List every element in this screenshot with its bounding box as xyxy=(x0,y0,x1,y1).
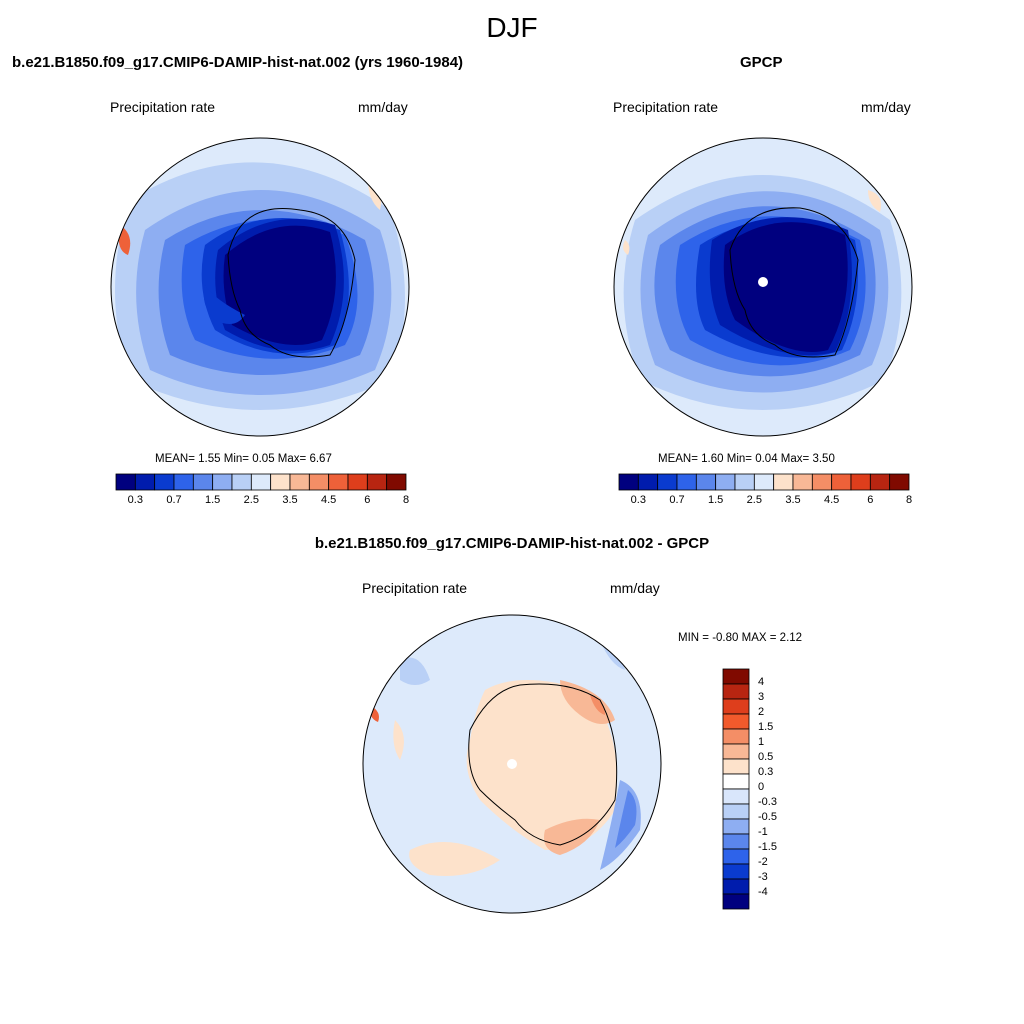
diff-colorbar-tick-label: 0 xyxy=(758,781,765,793)
diff-colorbar-tick-label: -3 xyxy=(758,871,768,883)
left-mean-value: 1.55 xyxy=(198,453,221,465)
left-colorbar-ticks: 0.3 0.7 1.5 2.5 3.5 4.5 6 8 xyxy=(115,494,409,508)
diff-colorbar-tick-label: -0.3 xyxy=(758,796,777,808)
left-max-value: 6.67 xyxy=(309,453,332,465)
right-panel-title: GPCP xyxy=(740,54,783,71)
diff-min-value: -0.80 xyxy=(712,632,739,644)
diff-colorbar-swatch xyxy=(722,683,750,700)
left-colorbar-swatch xyxy=(386,473,407,491)
left-colorbar-tick-label: 2.5 xyxy=(243,494,259,506)
diff-colorbar-swatch xyxy=(722,893,750,910)
diff-colorbar-tick-label: -2 xyxy=(758,856,768,868)
left-max-label: Max= xyxy=(277,453,307,465)
right-max-value: 3.50 xyxy=(812,453,835,465)
right-min-label: Min= xyxy=(726,453,752,465)
right-colorbar-tick-label: 4.5 xyxy=(824,494,840,506)
diff-colorbar-swatch xyxy=(722,713,750,730)
left-colorbar-tick-label: 0.7 xyxy=(166,494,182,506)
diff-colorbar-tick-label: 2 xyxy=(758,706,765,718)
diff-panel-title: b.e21.B1850.f09_g17.CMIP6-DAMIP-hist-nat… xyxy=(314,535,710,552)
right-mean-value: 1.60 xyxy=(701,453,724,465)
left-colorbar-tick-label: 4.5 xyxy=(321,494,337,506)
diff-colorbar xyxy=(722,668,750,910)
right-colorbar-tick-label: 8 xyxy=(905,494,913,506)
left-colorbar xyxy=(115,473,407,491)
right-min-value: 0.04 xyxy=(755,453,778,465)
left-stats: MEAN= 1.55 Min= 0.05 Max= 6.67 xyxy=(155,453,332,465)
page-title: DJF xyxy=(486,12,538,43)
diff-colorbar-tick-label: -4 xyxy=(758,886,768,898)
diff-colorbar-swatch xyxy=(722,863,750,880)
diff-colorbar-swatch xyxy=(722,773,750,790)
diff-colorbar-tick-label: 1 xyxy=(758,736,765,748)
left-min-label: Min= xyxy=(223,453,249,465)
diff-colorbar-swatch xyxy=(722,833,750,850)
right-variable-label: Precipitation rate xyxy=(613,99,719,115)
left-colorbar-tick-label: 6 xyxy=(364,494,371,506)
right-stats: MEAN= 1.60 Min= 0.04 Max= 3.50 xyxy=(658,453,835,465)
left-mean-label: MEAN= xyxy=(155,453,195,465)
right-units-label: mm/day xyxy=(861,99,911,115)
diff-variable-label: Precipitation rate xyxy=(362,580,468,596)
left-min-value: 0.05 xyxy=(252,453,275,465)
diff-stats: MIN = -0.80 MAX = 2.12 xyxy=(678,632,802,644)
diff-colorbar-tick-label: 4 xyxy=(758,676,765,688)
left-variable-label: Precipitation rate xyxy=(110,99,216,115)
diff-colorbar-swatch xyxy=(722,728,750,745)
diff-colorbar-tick-label: 1.5 xyxy=(758,721,774,733)
diff-colorbar-swatch xyxy=(722,788,750,805)
diff-colorbar-tick-label: -0.5 xyxy=(758,811,777,823)
diff-colorbar-swatch xyxy=(722,848,750,865)
diff-colorbar-tick-label: 0.3 xyxy=(758,766,774,778)
diff-max-label: MAX = xyxy=(741,632,777,644)
diff-colorbar-swatch xyxy=(722,818,750,835)
diff-colorbar-tick-label: -1 xyxy=(758,826,768,838)
diff-colorbar-ticks: 4 3 2 1.5 1 0.5 0.3 0 -0.3 -0.5 -1 -1.5 -2 -3 -4 xyxy=(756,668,806,910)
diff-colorbar-swatch xyxy=(722,878,750,895)
right-colorbar-tick-label: 2.5 xyxy=(746,494,762,506)
left-colorbar-tick-label: 0.3 xyxy=(127,494,143,506)
diff-max-value: 2.12 xyxy=(779,632,803,644)
diff-colorbar-tick-label: -1.5 xyxy=(758,841,777,853)
left-colorbar-tick-label: 3.5 xyxy=(282,494,298,506)
left-colorbar-tick-label: 1.5 xyxy=(205,494,221,506)
left-colorbar-tick-label: 8 xyxy=(402,494,410,506)
right-colorbar-swatch xyxy=(889,473,910,491)
diff-colorbar-swatch xyxy=(722,743,750,760)
right-colorbar-tick-label: 0.7 xyxy=(669,494,685,506)
diff-colorbar-tick-label: 3 xyxy=(758,691,765,703)
right-max-label: Max= xyxy=(780,453,810,465)
right-colorbar-tick-label: 0.3 xyxy=(630,494,646,506)
diff-colorbar-swatch xyxy=(722,698,750,715)
right-colorbar-tick-label: 3.5 xyxy=(785,494,801,506)
diff-units-label: mm/day xyxy=(610,580,660,596)
diff-colorbar-swatch xyxy=(722,758,750,775)
diff-colorbar-swatch xyxy=(722,668,750,685)
left-units-label: mm/day xyxy=(358,99,408,115)
right-colorbar-tick-label: 1.5 xyxy=(708,494,724,506)
diff-colorbar-tick-label: 0.5 xyxy=(758,751,774,763)
right-colorbar xyxy=(618,473,910,491)
left-panel-title: b.e21.B1850.f09_g17.CMIP6-DAMIP-hist-nat… xyxy=(12,54,464,71)
right-colorbar-ticks: 0.3 0.7 1.5 2.5 3.5 4.5 6 8 xyxy=(618,494,912,508)
diff-colorbar-swatch xyxy=(722,803,750,820)
diff-min-label: MIN = xyxy=(678,632,709,644)
right-colorbar-tick-label: 6 xyxy=(867,494,874,506)
right-mean-label: MEAN= xyxy=(658,453,698,465)
